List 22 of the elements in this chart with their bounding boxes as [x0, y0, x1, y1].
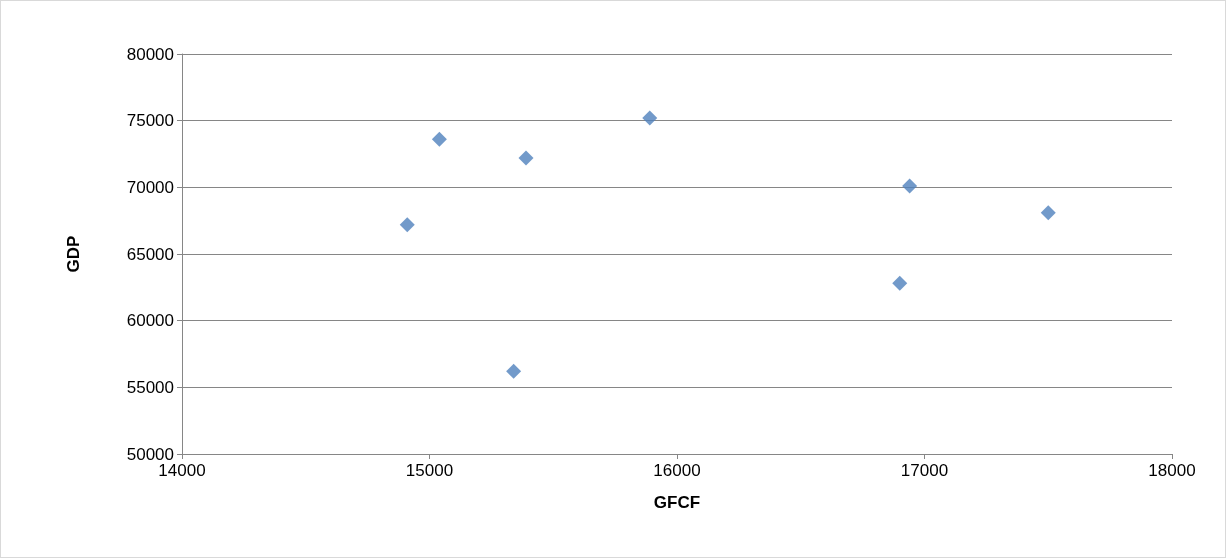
y-tick-label: 60000	[126, 311, 174, 331]
y-tick-label: 65000	[126, 244, 174, 264]
y-tick-label: 75000	[126, 111, 174, 131]
x-tick-label: 15000	[405, 461, 454, 480]
point	[892, 275, 908, 291]
y-tick-label: 80000	[126, 44, 174, 64]
point	[431, 131, 447, 147]
y-tick-label: 50000	[126, 444, 174, 464]
x-tick-label: 16000	[653, 461, 701, 480]
point	[518, 150, 534, 166]
y-tick-label: 55000	[126, 377, 174, 397]
point	[902, 178, 918, 194]
point	[506, 363, 522, 379]
x-tick-label: 18000	[1148, 461, 1196, 480]
point	[399, 217, 415, 233]
point	[642, 110, 658, 126]
x-tick-label: 17000	[900, 461, 949, 480]
x-axis-title: GFCF	[653, 493, 701, 512]
y-axis-title: GDP	[64, 235, 83, 273]
point	[1040, 205, 1056, 221]
y-tick-label: 70000	[126, 177, 174, 197]
x-tick-label: 14000	[158, 461, 206, 480]
